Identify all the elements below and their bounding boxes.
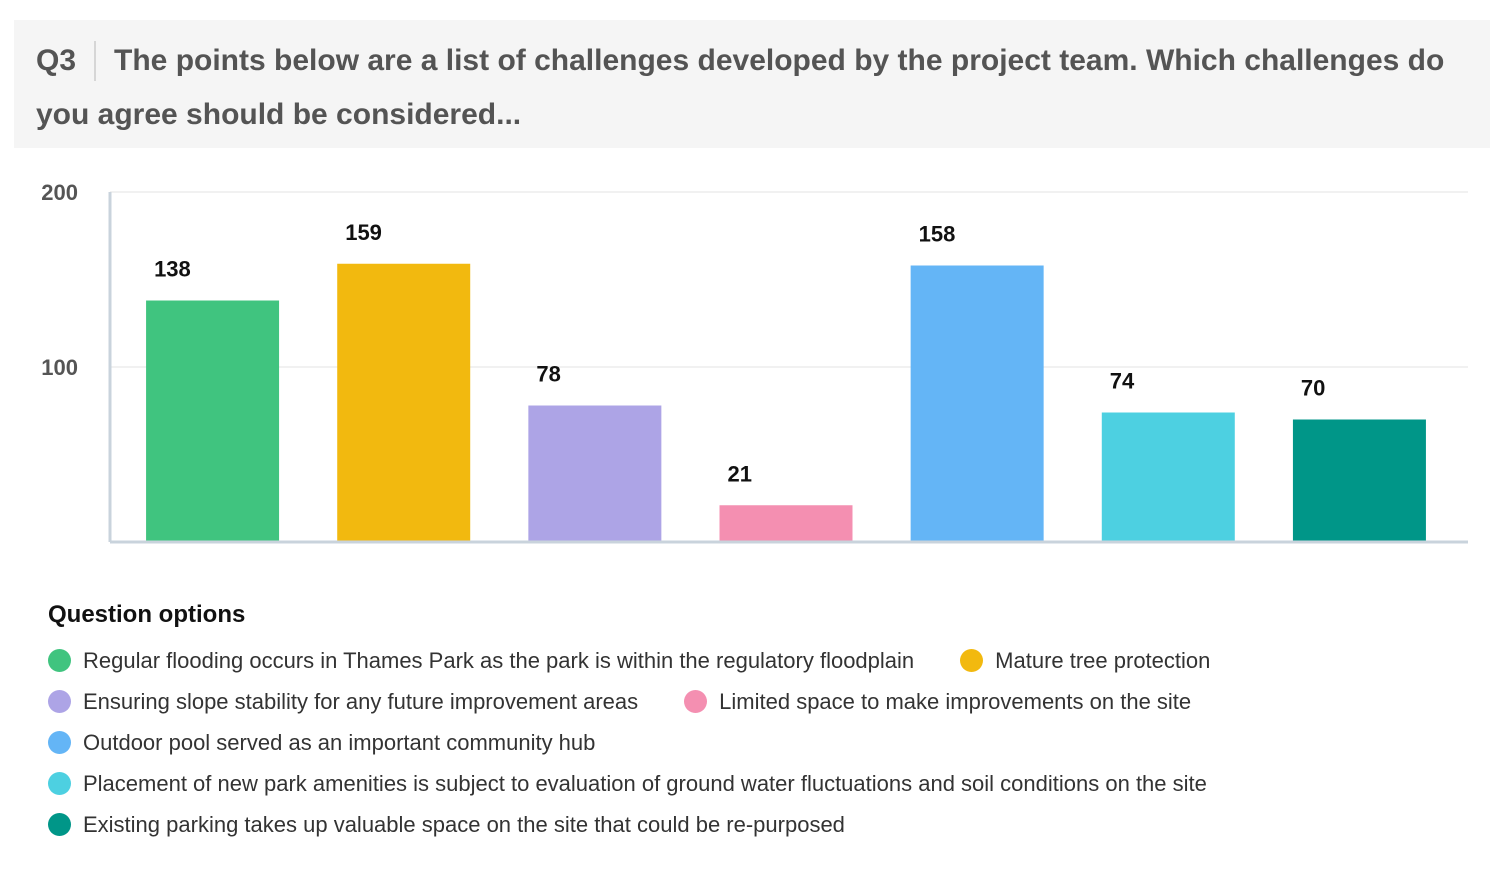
legend-swatch-icon: [48, 813, 71, 836]
y-tick-label-100: 100: [41, 355, 78, 380]
legend-swatch-icon: [684, 690, 708, 713]
legend-row: Ensuring slope stability for any future …: [48, 681, 1468, 722]
bar-3: [528, 405, 662, 542]
legend-item: Regular flooding occurs in Thames Park a…: [48, 648, 914, 674]
bars-layer: [146, 263, 1426, 542]
legend-label: Ensuring slope stability for any future …: [83, 688, 639, 714]
axes-layer: [108, 192, 1468, 544]
data-label-4: 21: [728, 461, 752, 486]
bar-7: [1292, 419, 1426, 542]
legend-item: Existing parking takes up valuable space…: [48, 812, 845, 838]
bar-1: [146, 300, 280, 542]
legend-label: Existing parking takes up valuable space…: [83, 811, 845, 837]
data-labels-layer: 138 159 78 21 158 74 70: [154, 220, 1325, 487]
legend-swatch-icon: [48, 731, 71, 754]
bar-5: [910, 265, 1044, 542]
bar-4: [719, 505, 853, 542]
bar-2: [337, 263, 471, 542]
legend-label: Mature tree protection: [995, 647, 1211, 673]
legend-swatch-icon: [960, 649, 984, 672]
legend-label: Regular flooding occurs in Thames Park a…: [83, 647, 915, 673]
data-label-6: 74: [1110, 369, 1135, 394]
legend-row: Existing parking takes up valuable space…: [48, 804, 1468, 845]
legend-item: Mature tree protection: [960, 648, 1210, 674]
data-label-2: 159: [345, 220, 382, 245]
question-text: Q3 The points below are a list of challen…: [36, 34, 1468, 142]
legend-row: Outdoor pool served as an important comm…: [48, 722, 1468, 763]
legend-label: Limited space to make improvements on th…: [719, 688, 1192, 714]
legend-item: Ensuring slope stability for any future …: [48, 689, 638, 715]
legend-item: Limited space to make improvements on th…: [684, 689, 1191, 715]
question-header: Q3 The points below are a list of challen…: [14, 20, 1490, 148]
legend-row: Placement of new park amenities is subje…: [48, 763, 1468, 804]
legend-swatch-icon: [48, 649, 71, 672]
data-label-7: 70: [1301, 376, 1325, 401]
legend-swatch-icon: [48, 690, 71, 713]
question-body: The points below are a list of challenge…: [36, 44, 1445, 131]
data-label-3: 78: [536, 362, 560, 387]
grid-layer: 100 200: [41, 180, 1468, 380]
legend-rows: Regular flooding occurs in Thames Park a…: [48, 640, 1468, 845]
legend-item: Outdoor pool served as an important comm…: [48, 730, 595, 756]
legend-row: Regular flooding occurs in Thames Park a…: [48, 640, 1468, 681]
data-label-5: 158: [919, 222, 956, 247]
legend-title: Question options: [48, 601, 246, 628]
legend-label: Outdoor pool served as an important comm…: [83, 729, 596, 755]
legend-label: Placement of new park amenities is subje…: [83, 770, 1207, 796]
question-number: Q3: [36, 41, 97, 81]
data-label-1: 138: [154, 257, 191, 282]
legend: Question options Regular flooding occurs…: [48, 598, 1468, 845]
bar-6: [1101, 412, 1235, 542]
legend-swatch-icon: [48, 772, 71, 795]
y-tick-label-200: 200: [41, 180, 78, 205]
legend-item: Placement of new park amenities is subje…: [48, 771, 1207, 797]
bar-chart: 100 200 138 159 78 21 158 74 70: [41, 180, 1468, 544]
